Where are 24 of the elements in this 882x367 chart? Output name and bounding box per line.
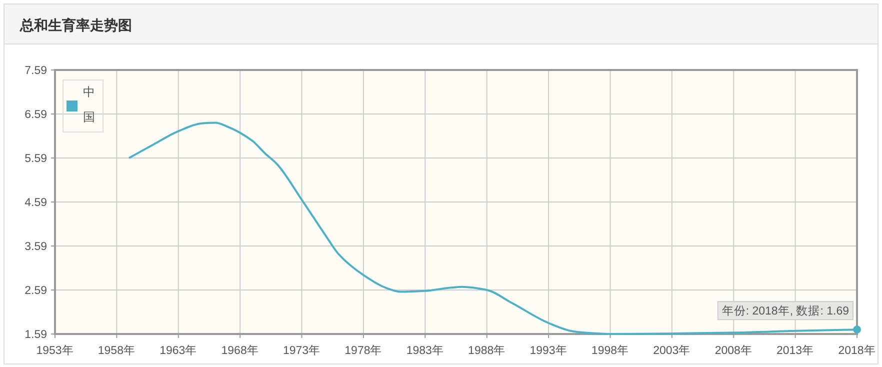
x-tick-label: 2003年 bbox=[653, 344, 691, 357]
annotation: 年份: 2018年, 数据: 1.69 bbox=[722, 304, 849, 318]
x-tick-label: 2013年 bbox=[776, 344, 814, 357]
x-tick-label: 1993年 bbox=[530, 344, 568, 357]
x-tick-label: 1963年 bbox=[160, 344, 198, 357]
x-tick-label: 1968年 bbox=[221, 344, 259, 357]
y-tick-label: 5.59 bbox=[24, 153, 47, 165]
legend-label: 中国 bbox=[83, 85, 95, 124]
x-tick-label: 1958年 bbox=[98, 344, 136, 357]
chart-title: 总和生育率走势图 bbox=[19, 17, 132, 33]
x-tick-label: 1983年 bbox=[406, 344, 444, 357]
x-tick-label: 1953年 bbox=[36, 344, 74, 357]
x-tick-label: 1998年 bbox=[591, 344, 630, 357]
y-tick-label: 7.59 bbox=[24, 65, 47, 77]
x-tick-label: 2008年 bbox=[714, 344, 752, 357]
y-tick-label: 3.59 bbox=[24, 241, 47, 253]
y-tick-label: 6.59 bbox=[24, 109, 47, 121]
x-tick-label: 1973年 bbox=[282, 344, 321, 357]
x-tick-label: 1988年 bbox=[468, 344, 506, 357]
x-tick-label: 2018年 bbox=[838, 344, 876, 357]
y-tick-label: 2.59 bbox=[24, 285, 47, 297]
y-tick-label: 4.59 bbox=[24, 197, 47, 209]
y-tick-label: 1.59 bbox=[24, 329, 47, 341]
x-tick-label: 1978年 bbox=[344, 344, 382, 357]
